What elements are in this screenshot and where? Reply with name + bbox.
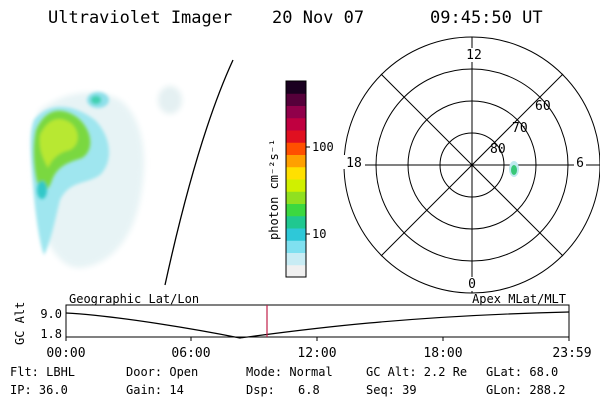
colorbar-cell (286, 154, 306, 168)
colorbar-cell (286, 142, 306, 155)
colorbar-cell (286, 81, 306, 94)
timeline-tick-marks (65, 337, 570, 341)
earth-limb-arc (164, 59, 234, 286)
polar-lat-70: 70 (512, 121, 528, 136)
info-ip: IP: 36.0 (10, 383, 68, 397)
polar-diagonal-2 (380, 73, 564, 257)
timeline-tick-4: 23:59 (552, 346, 591, 361)
timeline-apex-title: Apex MLat/MLT (472, 292, 566, 306)
colorbar-scale (286, 81, 306, 278)
timeline-geographic-title: Geographic Lat/Lon (69, 292, 199, 306)
colorbar-cell (286, 105, 306, 119)
colorbar-cell (286, 166, 306, 180)
info-door: Door: Open (126, 365, 199, 379)
colorbar-cell (286, 228, 306, 241)
polar-mlt-6: 6 (576, 156, 584, 171)
polar-mlt-12: 12 (466, 48, 482, 63)
info-dsp-value: 6.8 (298, 383, 320, 397)
timeline-y-top: 9.0 (40, 307, 62, 321)
image-time: 09:45:50 UT (430, 8, 543, 28)
colorbar-tick-10: 10 (312, 227, 326, 241)
colorbar-cell (286, 117, 306, 131)
colorbar-cell (286, 130, 306, 143)
polar-mlt-18: 18 (346, 156, 362, 171)
altitude-curve (65, 311, 570, 339)
colorbar-tick-100: 100 (312, 140, 334, 154)
timeline-tick-3: 18:00 (423, 346, 462, 361)
info-glat: GLat: 68.0 (486, 365, 559, 379)
info-gc-alt: GC Alt: 2.2 Re (366, 365, 468, 379)
info-glon: GLon: 288.2 (486, 383, 566, 397)
timeline-axis-label: GC Alt (13, 302, 27, 345)
colorbar-unit-label: photon cm⁻²s⁻¹ (267, 139, 281, 240)
timeline-tick-1: 06:00 (171, 346, 210, 361)
aurora-bright-region (33, 96, 101, 199)
info-seq: Seq: 39 (366, 383, 417, 397)
polar-mlt-0: 0 (468, 277, 476, 292)
info-dsp-label: Dsp: (246, 383, 275, 397)
polar-aurora-spot (509, 161, 519, 177)
colorbar-cell (286, 215, 306, 229)
colorbar-cell (286, 191, 306, 204)
instrument-title: Ultraviolet Imager (48, 8, 233, 28)
colorbar-frame (285, 80, 307, 278)
colorbar-cell (286, 264, 306, 278)
colorbar-cell (286, 252, 306, 266)
colorbar-cell (286, 203, 306, 217)
polar-lat-80: 80 (490, 142, 506, 157)
polar-lat-60: 60 (535, 99, 551, 114)
timeline-y-bottom: 1.8 (40, 327, 62, 341)
info-filter: Flt: LBHL (10, 365, 76, 379)
info-mode: Mode: Normal (246, 365, 333, 379)
colorbar-cell (286, 240, 306, 253)
colorbar-cell (286, 93, 306, 106)
colorbar-cell (286, 179, 306, 192)
image-date: 20 Nov 07 (272, 8, 365, 28)
timeline-tick-0: 00:00 (46, 346, 85, 361)
info-gain: Gain: 14 (126, 383, 184, 397)
timeline-tick-2: 12:00 (297, 346, 336, 361)
